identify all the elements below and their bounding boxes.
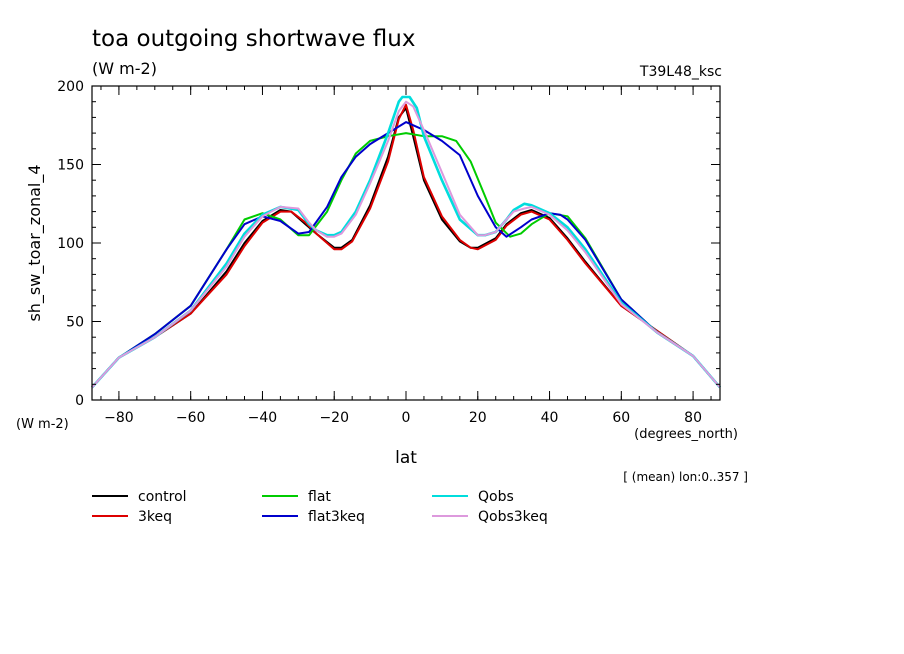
- x-tick-label: 0: [402, 410, 411, 426]
- x-tick-label: 60: [612, 410, 630, 426]
- y-tick-label: 200: [57, 79, 84, 95]
- chart-units-label: (W m-2): [92, 59, 157, 78]
- y-axis-label: sh_sw_toar_zonal_4: [25, 164, 45, 321]
- series-line-qobs3keq: [91, 100, 721, 389]
- legend-label-control: control: [138, 489, 187, 505]
- legend-label-flat3keq: flat3keq: [308, 509, 365, 525]
- series-line-flat: [91, 132, 721, 389]
- legend-label-flat: flat: [308, 489, 331, 505]
- model-label: T39L48_ksc: [639, 64, 722, 80]
- x-tick-label: −60: [176, 410, 206, 426]
- series-line-flat3keq: [91, 121, 721, 389]
- footnote: [ (mean) lon:0..357 ]: [623, 470, 748, 484]
- x-axis-label: lat: [395, 448, 417, 468]
- legend-label-qobs: Qobs: [478, 489, 514, 505]
- x-tick-label: 20: [469, 410, 487, 426]
- series-line-qobs: [91, 95, 721, 389]
- y-tick-label: 100: [57, 236, 84, 252]
- x-units-label: (degrees_north): [634, 427, 738, 442]
- x-tick-label: 80: [684, 410, 702, 426]
- plot-lines: [91, 95, 721, 389]
- y-tick-label: 150: [57, 158, 84, 174]
- series-line-3keq: [91, 103, 721, 389]
- series-line-control: [91, 107, 721, 389]
- legend: control 3keq flat flat3keq Qobs Qobs3keq: [92, 489, 548, 525]
- axes: −80 −60 −40 −20 0 20 40 60 80 0 50 100 150 200: [57, 79, 721, 426]
- legend-label-3keq: 3keq: [138, 509, 172, 525]
- x-tick-label: −20: [319, 410, 349, 426]
- legend-label-qobs3keq: Qobs3keq: [478, 509, 548, 525]
- chart-title: toa outgoing shortwave flux: [92, 26, 415, 52]
- x-tick-label: 40: [541, 410, 559, 426]
- y-tick-label: 50: [66, 315, 84, 331]
- x-tick-label: −40: [248, 410, 278, 426]
- y-tick-label: 0: [75, 393, 84, 409]
- y-units-label: (W m-2): [16, 417, 69, 432]
- x-tick-label: −80: [104, 410, 134, 426]
